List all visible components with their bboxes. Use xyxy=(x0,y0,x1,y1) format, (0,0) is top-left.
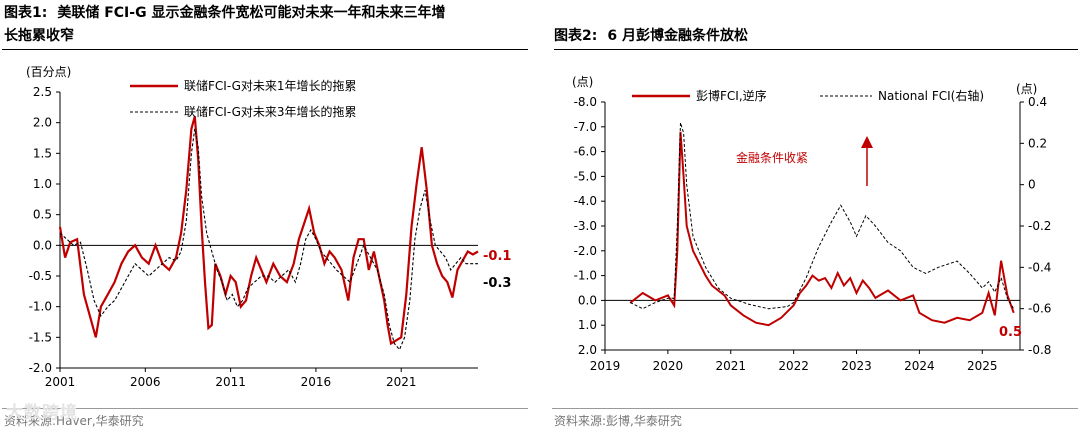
chart1-series-line-2 xyxy=(59,128,478,351)
chart2-x-tick-label: 2023 xyxy=(841,359,872,373)
chart2-series-line-2 xyxy=(629,122,1015,310)
chart1-title-rule xyxy=(2,49,528,50)
chart2-y-tick-label-left: -6.0 xyxy=(574,145,597,159)
chart2-y-tick-label-left: -2.0 xyxy=(574,244,597,258)
chart2-x-tick-label: 2019 xyxy=(590,359,621,373)
chart2-y-tick-label-left: -4.0 xyxy=(574,194,597,208)
chart1-series-line-1 xyxy=(58,116,479,346)
chart2-svg: (点) (点) -8.0 -7.0 -6.0 -5.0 -4.0 -3.0 -2.0 -1.0 0.… xyxy=(572,75,1051,373)
chart2-y-tick-label-left: 0.0 xyxy=(578,293,597,307)
chart1-source-rule xyxy=(2,408,528,409)
chart2-y-tick-label-right: -0.4 xyxy=(1028,260,1051,274)
chart1-y-tick-label: -1.0 xyxy=(29,300,52,314)
chart2-source-rule xyxy=(552,408,1078,409)
chart2-y-tick-label-left: -1.0 xyxy=(574,269,597,283)
chart2-y-tick-label-right: -0.2 xyxy=(1028,219,1051,233)
chart2-title-line1: 图表2: 6 月彭博金融条件放松 xyxy=(554,26,748,46)
chart2-legend-label-1: 彭博FCI,逆序 xyxy=(696,88,767,103)
chart1-x-tick-label: 2021 xyxy=(386,375,417,389)
chart1-legend-label-2: 联储FCI-G对未来3年增长的拖累 xyxy=(184,104,357,119)
chart1-source: 资料来源:Haver,华泰研究 xyxy=(4,414,144,428)
chart1-y-tick-label: 1.0 xyxy=(33,177,52,191)
chart1-y-tick-label: 1.5 xyxy=(33,146,52,160)
chart1-x-tick-label: 2011 xyxy=(215,375,246,389)
chart2-y-tick-label-right: -0.8 xyxy=(1028,343,1051,357)
chart-panel-2: 图表2: 6 月彭博金融条件放松 (点) (点) -8.0 -7.0 -6.0 -5.0 -4… xyxy=(550,0,1080,433)
chart1-y-tick-label: -0.5 xyxy=(29,269,52,283)
chart1-end-label-3y: -0.3 xyxy=(483,276,511,291)
chart2-x-tick-label: 2020 xyxy=(653,359,684,373)
chart-panel-1: 图表1: 美联储 FCI-G 显示金融条件宽松可能对未来一年和未来三年增 长拖累收… xyxy=(0,0,530,433)
chart1-y-tick-label: 0.0 xyxy=(33,238,52,252)
chart2-y-tick-label-right: -0.6 xyxy=(1028,302,1051,316)
chart2-y-tick-label-left: -7.0 xyxy=(574,120,597,134)
chart2-x-tick-label: 2021 xyxy=(715,359,746,373)
chart2-x-tick-label: 2022 xyxy=(778,359,809,373)
chart2-y-tick-label-left: -8.0 xyxy=(574,95,597,109)
chart1-y-tick-label: -2.0 xyxy=(29,361,52,375)
chart1-y-tick-label: 2.5 xyxy=(33,85,52,99)
chart2-x-tick-label: 2025 xyxy=(967,359,998,373)
chart1-y-tick-label: 0.5 xyxy=(33,208,52,222)
chart2-series-line-1 xyxy=(629,131,1015,327)
chart2-y-tick-label-right: 0.4 xyxy=(1028,95,1047,109)
chart1-title-text: 美联储 FCI-G 显示金融条件宽松可能对未来一年和未来三年增 xyxy=(57,5,446,21)
chart1-x-tick-label: 2006 xyxy=(130,375,161,389)
chart1-title-label: 图表1: xyxy=(4,5,48,21)
chart2-y-tick-label-left: 2.0 xyxy=(578,343,597,357)
chart1-title-line1: 图表1: 美联储 FCI-G 显示金融条件宽松可能对未来一年和未来三年增 xyxy=(4,3,445,23)
chart2-y-tick-label-right: 0 xyxy=(1028,178,1036,192)
chart1-x-tick-label: 2016 xyxy=(301,375,332,389)
chart2-y-tick-label-left: -3.0 xyxy=(574,219,597,233)
chart2-y-tick-label-left: -5.0 xyxy=(574,169,597,183)
watermark: 大数跨境 xyxy=(6,403,78,423)
chart1-svg: (百分点)2.52.01.51.00.50.0-0.5-1.0-1.5-2.02… xyxy=(26,65,511,389)
chart1-title-line2: 长拖累收窄 xyxy=(4,28,74,44)
chart2-title-label: 图表2: xyxy=(554,28,598,44)
chart2-annotation-arrow-head xyxy=(861,136,873,148)
chart1-y-tick-label: 2.0 xyxy=(33,116,52,130)
chart2-y-tick-label-left: 1.0 xyxy=(578,318,597,332)
chart1-legend-label-1: 联储FCI-G对未来1年增长的拖累 xyxy=(184,78,357,93)
chart2-y-tick-label-right: 0.2 xyxy=(1028,136,1047,150)
chart2-end-label: 0.5 xyxy=(999,325,1022,340)
chart2-unit-right: (点) xyxy=(1016,82,1037,96)
chart2-title-rule xyxy=(554,49,1078,50)
chart1-x-tick-label: 2001 xyxy=(45,375,76,389)
chart2-title-text: 6 月彭博金融条件放松 xyxy=(607,28,748,44)
chart1-y-tick-label: -1.5 xyxy=(29,330,52,344)
chart2-source: 资料来源:彭博,华泰研究 xyxy=(554,414,682,428)
chart1-unit-label: (百分点) xyxy=(26,65,71,79)
chart1-end-label-1y: -0.1 xyxy=(483,249,511,264)
chart2-unit-left: (点) xyxy=(572,75,593,89)
chart2-x-tick-label: 2024 xyxy=(904,359,935,373)
chart2-annotation-text: 金融条件收紧 xyxy=(736,150,808,165)
chart2-legend-label-2: National FCI(右轴) xyxy=(878,88,984,103)
